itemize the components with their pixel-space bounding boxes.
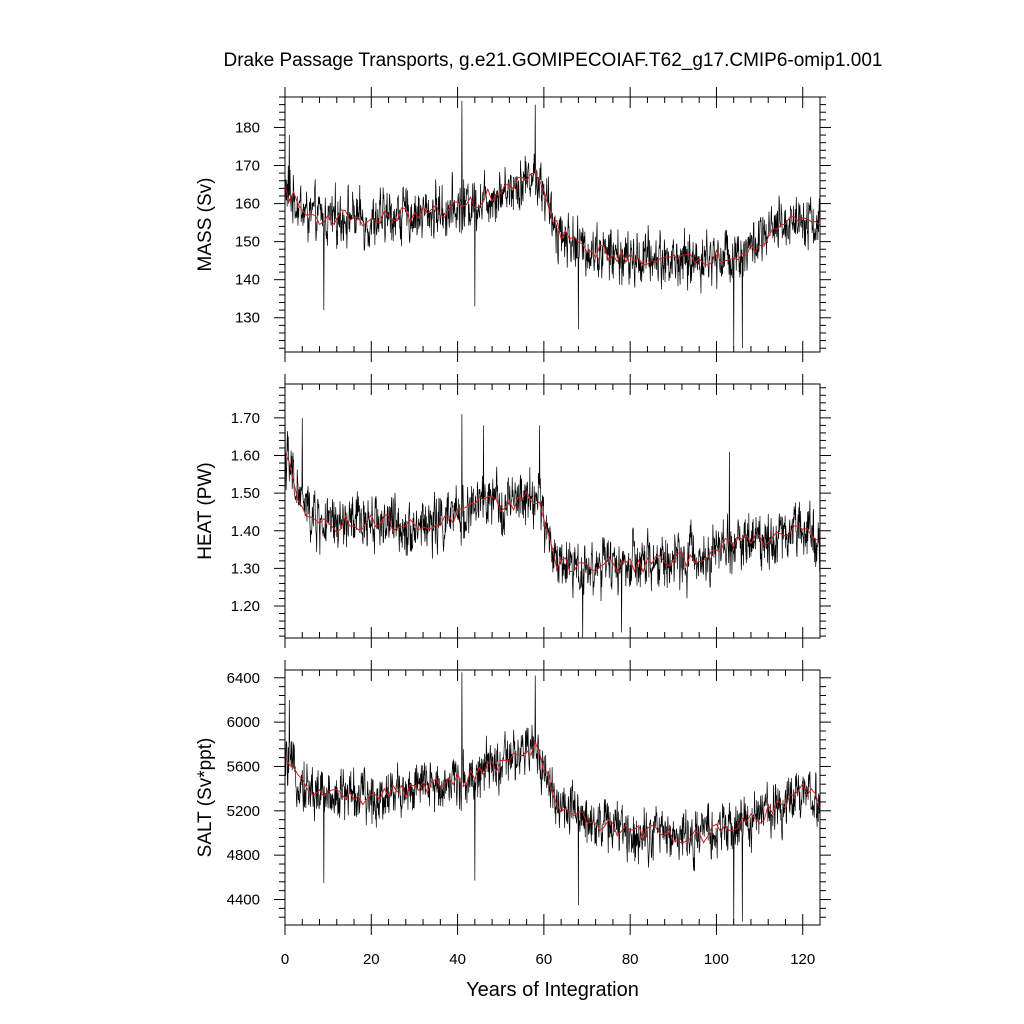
chart-title: Drake Passage Transports, g.e21.GOMIPECO…	[224, 50, 883, 71]
x-tick-label: 100	[704, 951, 729, 968]
y-tick-label: 4400	[227, 892, 260, 909]
y-tick-label: 4800	[227, 847, 260, 864]
y-tick-label: 130	[235, 310, 260, 327]
y-tick-label: 5200	[227, 803, 260, 820]
x-tick-label: 120	[790, 951, 815, 968]
y-tick-label: 1.20	[231, 598, 260, 615]
panel-3: 4400 4800 5200 5600 6000 6400 0 20 40 60 80 100 120 S…	[195, 660, 831, 1001]
y-axis-label: MASS (Sv)	[195, 178, 216, 272]
y-tick-label: 1.60	[231, 447, 260, 464]
y-tick-label: 1.70	[231, 410, 260, 427]
annual-mean-line	[285, 740, 820, 844]
y-tick-label: 170	[235, 158, 260, 175]
panel-2: 1.20 1.30 1.40 1.50 1.60 1.70 HEAT (PW)	[195, 374, 831, 648]
y-axis-label: HEAT (PW)	[195, 462, 216, 559]
y-tick-label: 140	[235, 272, 260, 289]
plot-frame	[284, 383, 821, 639]
x-tick-label: 20	[363, 951, 380, 968]
panel-1: 130 140 150 160 170 180 MASS (Sv)	[195, 87, 831, 362]
y-tick-label: 1.40	[231, 523, 260, 540]
monthly-series-line	[285, 391, 820, 638]
y-tick-label: 1.30	[231, 560, 260, 577]
x-tick-label: 0	[281, 951, 289, 968]
plot-frame	[284, 669, 821, 926]
monthly-series-line	[285, 672, 820, 924]
y-tick-label: 6000	[227, 714, 260, 731]
x-tick-label: 40	[449, 951, 466, 968]
x-tick-label: 80	[622, 951, 639, 968]
x-tick-label: 60	[536, 951, 553, 968]
y-tick-label: 160	[235, 196, 260, 213]
annual-mean-line	[285, 450, 820, 574]
y-tick-label: 5600	[227, 758, 260, 775]
monthly-series-line	[285, 100, 820, 349]
y-tick-label: 1.50	[231, 485, 260, 502]
plot-frame	[284, 96, 821, 353]
y-tick-label: 6400	[227, 670, 260, 687]
annual-mean-line	[285, 172, 820, 266]
x-axis-label: Years of Integration	[466, 979, 639, 1001]
y-tick-label: 180	[235, 119, 260, 136]
y-tick-label: 150	[235, 234, 260, 251]
y-axis-label: SALT (Sv*ppt)	[195, 738, 216, 858]
